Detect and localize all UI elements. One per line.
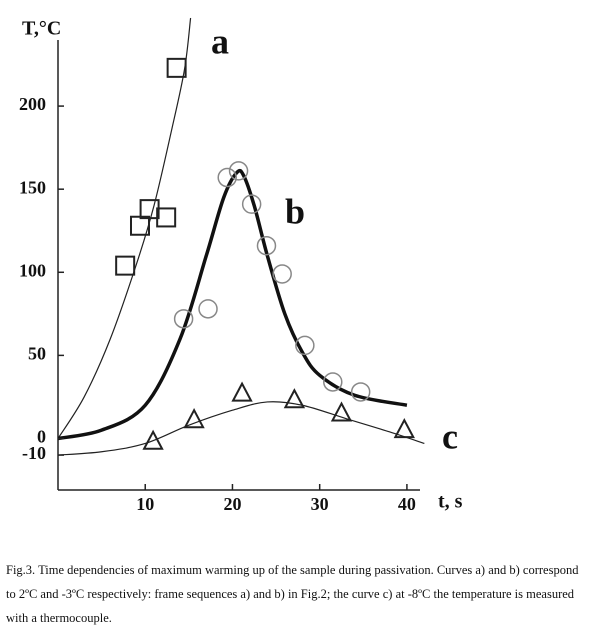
data-point bbox=[198, 299, 218, 319]
fit-curve bbox=[58, 17, 192, 439]
data-point bbox=[295, 335, 315, 356]
y-tick-label: 200 bbox=[19, 94, 46, 114]
data-point bbox=[323, 372, 343, 392]
data-point bbox=[256, 235, 277, 256]
data-point bbox=[139, 199, 160, 220]
y-axis-label: T,°C bbox=[22, 18, 61, 40]
y-tick-label: 100 bbox=[19, 260, 46, 280]
y-tick-label: 50 bbox=[28, 344, 46, 364]
curve-label: a bbox=[211, 21, 229, 61]
plot-area bbox=[58, 17, 425, 456]
x-axis-label: t, s bbox=[438, 491, 463, 513]
data-point bbox=[231, 381, 253, 402]
fit-curve bbox=[58, 168, 408, 441]
data-point bbox=[272, 264, 292, 284]
data-point bbox=[350, 382, 371, 402]
data-point bbox=[393, 418, 415, 439]
data-point bbox=[283, 388, 306, 409]
data-point bbox=[142, 429, 164, 450]
x-tick-label: 40 bbox=[398, 494, 416, 514]
data-point bbox=[228, 161, 249, 181]
x-tick-label: 20 bbox=[223, 494, 241, 514]
y-tick-label: 0 bbox=[37, 427, 46, 447]
caption: Fig.3. Time dependencies of maximum warm… bbox=[6, 563, 579, 625]
data-point bbox=[115, 255, 136, 276]
x-tick-label: 30 bbox=[311, 494, 329, 514]
y-tick-label: -10 bbox=[22, 443, 46, 463]
data-point bbox=[217, 167, 237, 188]
data-point bbox=[241, 194, 262, 214]
data-point bbox=[183, 408, 205, 429]
chart: T,°C t, s -100 50 100 150 200 10 20 30 40 a b c bbox=[19, 17, 463, 515]
data-point bbox=[156, 207, 177, 228]
data-point bbox=[166, 57, 187, 78]
data-point bbox=[173, 309, 194, 329]
curve-label: b bbox=[285, 191, 305, 231]
data-point bbox=[330, 401, 353, 422]
curve-label: c bbox=[442, 416, 458, 456]
fit-curve bbox=[58, 401, 425, 456]
x-tick-label: 10 bbox=[136, 494, 154, 514]
y-tick-label: 150 bbox=[19, 177, 46, 197]
